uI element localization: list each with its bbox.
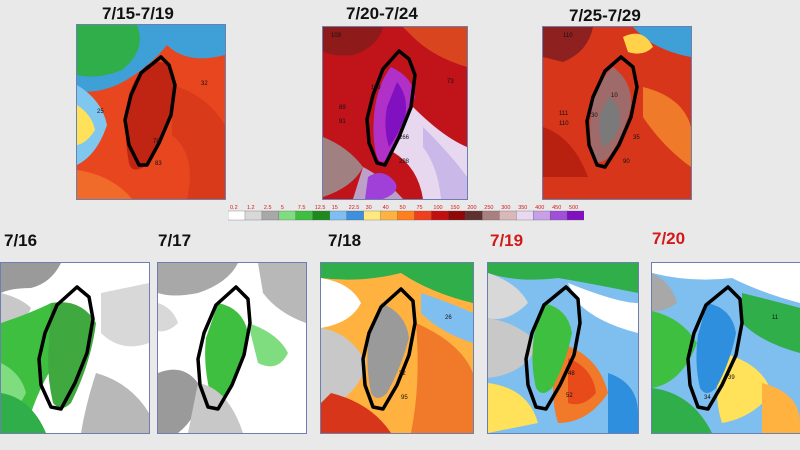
period-label-2: 7/20-7/24 — [346, 4, 418, 23]
map-value: 73 — [447, 79, 454, 85]
color-scale-swatch — [431, 210, 449, 221]
rainfall-map-7-18: 26 32 95 — [321, 263, 473, 433]
color-scale-swatch — [516, 210, 534, 221]
rainfall-map-panel-7-19: 48 52 — [487, 262, 639, 434]
map-value: 26 — [445, 315, 452, 321]
map-value: 52 — [566, 393, 573, 399]
color-scale-swatch — [465, 210, 483, 221]
map-value: 95 — [401, 395, 408, 401]
color-scale-swatch — [295, 210, 314, 221]
color-scale-tick-label: 5 — [281, 205, 284, 211]
map-value: 10 — [611, 93, 618, 99]
map-value: 48 — [568, 371, 575, 377]
map-value: 110 — [559, 121, 569, 127]
map-value: 11 — [772, 315, 779, 321]
color-scale-swatch — [346, 210, 365, 221]
period-label-3: 7/25-7/29 — [569, 6, 641, 25]
color-scale-swatch — [499, 210, 517, 221]
map-value: 34 — [704, 395, 711, 401]
map-value: 103 — [331, 33, 342, 39]
period-label-1: 7/15-7/19 — [102, 4, 174, 23]
color-scale-tick-label: 500 — [569, 205, 578, 211]
color-scale-swatch — [278, 210, 297, 221]
color-scale-tick-label: 300 — [501, 205, 510, 211]
color-scale-tick-label: 450 — [552, 205, 561, 211]
color-scale-tick-label: 7.5 — [298, 205, 306, 211]
color-scale-tick-label: 30 — [366, 205, 372, 211]
rainfall-map-7-17 — [158, 263, 306, 433]
rainfall-map-panel-7-18: 26 32 95 — [320, 262, 474, 434]
color-scale-tick-label: 12.5 — [315, 205, 326, 211]
map-value: 90 — [623, 159, 630, 165]
color-scale-swatch — [397, 210, 415, 221]
map-value: 91 — [339, 119, 346, 125]
day-label-2: 7/17 — [158, 231, 192, 250]
map-value: 32 — [399, 371, 406, 377]
color-scale-swatch — [380, 210, 398, 221]
color-scale-swatch — [329, 210, 348, 221]
color-scale-swatch — [244, 210, 263, 221]
rainfall-map-7-25-7-29: 110 10 111 110 30 35 90 — [543, 27, 691, 199]
color-scale-tick-label: 200 — [467, 205, 476, 211]
day-label-5: 7/20 — [652, 229, 686, 248]
color-scale-tick-label: 0.2 — [230, 205, 238, 211]
rainfall-map-panel-7-17 — [157, 262, 307, 434]
color-scale-swatch — [549, 210, 568, 221]
map-value: 83 — [155, 161, 162, 167]
rainfall-map-panel-7-20-7-24: 103 119 89 91 73 266 298 — [322, 26, 468, 200]
rainfall-map-7-19: 48 52 — [488, 263, 638, 433]
day-label-4: 7/19 — [490, 231, 524, 250]
color-scale-swatch — [566, 210, 584, 221]
map-value: 111 — [559, 111, 569, 117]
color-scale-swatch — [532, 210, 551, 221]
map-value: 89 — [339, 105, 346, 111]
color-scale-tick-label: 22.5 — [349, 205, 360, 211]
map-value: 78 — [153, 139, 160, 145]
rainfall-color-scale: 0.2 1.2 2.5 5 7.5 12.5 15 22.5 30 40 50 75 100 150 200… — [228, 201, 584, 221]
map-value: 110 — [563, 33, 573, 39]
rainfall-map-7-20-7-24: 103 119 89 91 73 266 298 — [323, 27, 467, 199]
color-scale-swatch — [261, 210, 280, 221]
day-label-3: 7/18 — [328, 231, 362, 250]
color-scale-tick-label: 15 — [332, 205, 338, 211]
day-label-1: 7/16 — [4, 231, 38, 250]
color-scale-swatch — [312, 210, 331, 221]
color-scale-tick-label: 350 — [518, 205, 527, 211]
color-scale-tick-label: 150 — [450, 205, 459, 211]
map-value: 119 — [371, 85, 381, 91]
rainfall-map-7-15-7-19: 32 25 78 83 — [77, 25, 225, 199]
rainfall-map-7-16 — [1, 263, 149, 433]
map-value: 35 — [633, 135, 640, 141]
color-scale-tick-label: 2.5 — [264, 205, 272, 211]
map-value: 298 — [399, 159, 410, 165]
map-value: 25 — [97, 109, 104, 115]
rainfall-map-panel-7-15-7-19: 32 25 78 83 — [76, 24, 226, 200]
color-scale-tick-label: 100 — [433, 205, 442, 211]
color-scale-tick-label: 250 — [484, 205, 493, 211]
rainfall-map-panel-7-16 — [0, 262, 150, 434]
color-scale-tick-label: 1.2 — [247, 205, 255, 211]
color-scale-swatch — [482, 210, 500, 221]
color-scale-bar: 0.2 1.2 2.5 5 7.5 12.5 15 22.5 30 40 50 75 100 150 200… — [228, 205, 584, 221]
color-scale-swatch — [448, 210, 466, 221]
color-scale-swatch — [363, 210, 382, 221]
map-value: 32 — [201, 81, 208, 87]
map-value: 266 — [399, 135, 410, 141]
rainfall-map-panel-7-25-7-29: 110 10 111 110 30 35 90 — [542, 26, 692, 200]
color-scale-tick-label: 40 — [383, 205, 389, 211]
color-scale-tick-label: 50 — [400, 205, 406, 211]
rainfall-map-panel-7-20: 11 39 34 — [651, 262, 800, 434]
color-scale-swatch — [414, 210, 432, 221]
color-scale-tick-label: 400 — [535, 205, 544, 211]
color-scale-swatch — [228, 210, 246, 221]
map-value: 39 — [728, 375, 735, 381]
map-value: 30 — [591, 113, 598, 119]
color-scale-tick-label: 75 — [416, 205, 422, 211]
rainfall-map-7-20: 11 39 34 — [652, 263, 800, 433]
